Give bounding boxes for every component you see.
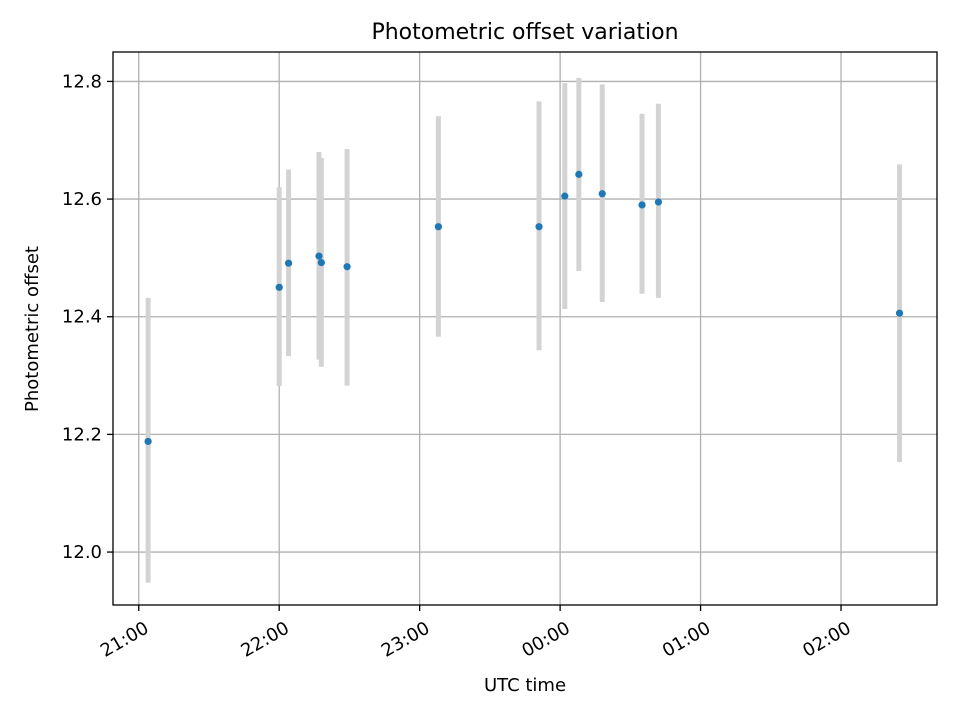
y-tick-label: 12.8 [62,71,102,92]
x-tick-label: 01:00 [659,618,714,662]
y-axis-ticks: 12.0 12.2 12.4 12.6 12.8 [62,71,113,563]
x-tick-label: 22:00 [237,618,292,662]
data-point [598,190,606,198]
data-point [434,223,442,231]
x-tick-label: 02:00 [799,618,854,662]
data-point [638,201,646,209]
data-point [561,192,569,200]
data-points [144,170,904,446]
x-tick-label: 23:00 [378,618,433,662]
y-tick-label: 12.0 [62,542,102,563]
x-tick-label: 21:00 [97,618,152,662]
data-point [575,170,583,178]
chart-title: Photometric offset variation [371,20,678,45]
y-axis-label: Photometric offset [22,246,43,412]
data-point [895,309,904,317]
data-point [535,223,543,231]
x-axis-label: UTC time [484,675,566,696]
errorbars [145,77,903,583]
data-point [284,259,293,267]
y-tick-label: 12.2 [62,424,102,445]
grid [113,52,937,605]
data-point [315,252,323,260]
data-point [275,283,283,291]
data-point [654,198,663,206]
plot-frame [112,51,938,606]
data-point [144,437,152,446]
data-point [343,263,351,271]
x-axis-ticks: 21:00 22:00 23:00 00:00 01:00 02:00 [97,605,855,662]
data-point [317,259,325,267]
y-tick-label: 12.4 [62,307,102,328]
x-tick-label: 00:00 [518,618,573,662]
y-tick-label: 12.6 [62,189,102,210]
